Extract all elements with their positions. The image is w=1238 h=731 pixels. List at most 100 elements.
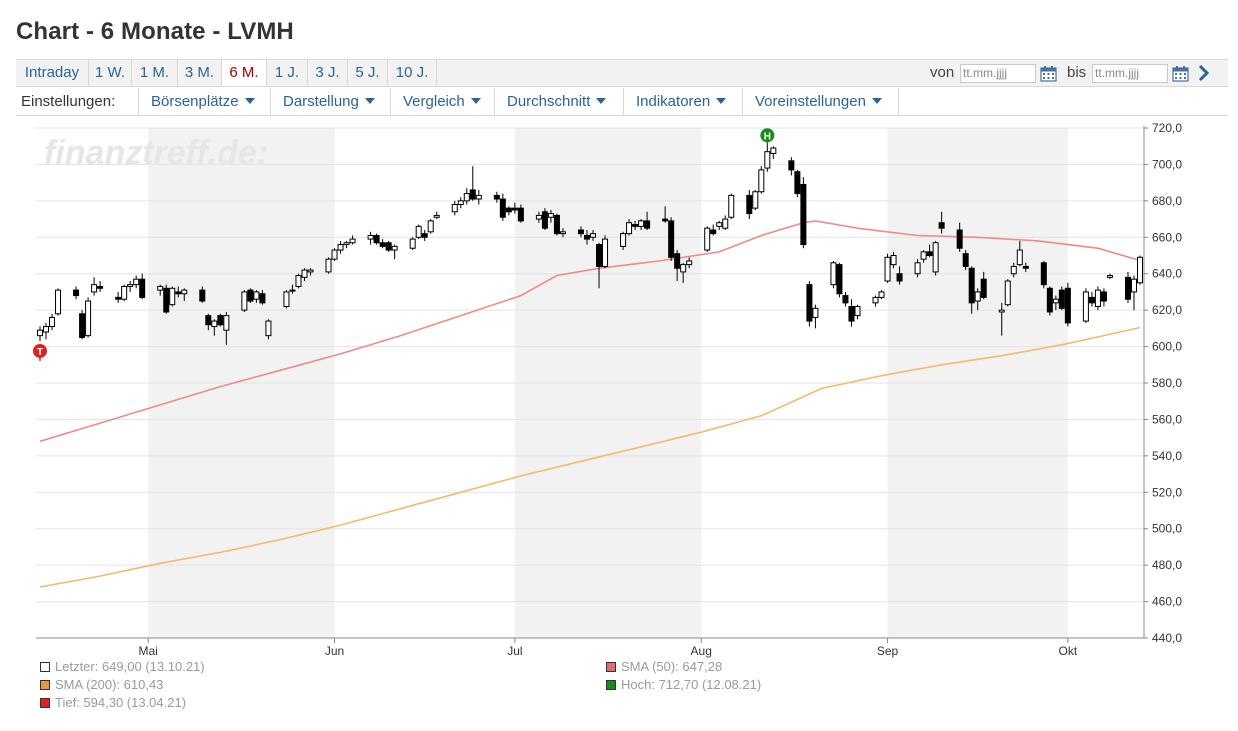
candle-body: [596, 244, 603, 267]
candle-body: [764, 151, 771, 169]
x-tick-label: Jun: [325, 644, 344, 658]
candle-body: [836, 264, 843, 295]
candle-body: [638, 220, 645, 227]
y-tick-label: 560,0: [1152, 412, 1182, 426]
candle-body: [884, 256, 891, 282]
candle-body: [920, 251, 927, 260]
candle-body: [896, 273, 903, 282]
candle-body: [704, 227, 711, 251]
range-tab-6m[interactable]: 6 M.: [222, 60, 267, 86]
candle-body: [463, 193, 470, 202]
candle-body: [157, 285, 164, 291]
candle-body: [127, 284, 134, 287]
candle-body: [686, 260, 693, 266]
candle-body: [349, 238, 356, 244]
candle-body: [367, 234, 374, 240]
candle-body: [878, 291, 885, 298]
calendar-icon[interactable]: [1172, 65, 1189, 82]
candle-body: [517, 207, 524, 222]
candle-body: [1094, 289, 1101, 308]
y-tick-label: 520,0: [1152, 485, 1182, 499]
candle-body: [247, 289, 254, 302]
candle-body: [932, 242, 939, 273]
y-tick-label: 540,0: [1152, 449, 1182, 463]
caret-down-icon: [364, 98, 375, 104]
menu-label: Indikatoren: [636, 93, 711, 110]
range-tab-1w[interactable]: 1 W.: [89, 60, 132, 86]
candle-body: [283, 291, 290, 308]
candle-body: [259, 293, 266, 304]
sma200-line: [39, 326, 1141, 588]
candle-body: [1016, 249, 1023, 266]
menu-darstellung[interactable]: Darstellung: [270, 88, 390, 116]
y-tick-label: 640,0: [1152, 267, 1182, 281]
candle-body: [43, 326, 50, 333]
range-tab-3m[interactable]: 3 M.: [178, 60, 222, 86]
candle-body: [385, 242, 392, 251]
to-date-input[interactable]: tt.mm.jjjj: [1092, 64, 1168, 83]
caret-down-icon: [244, 98, 255, 104]
x-tick-label: Jul: [507, 644, 522, 658]
candle-body: [427, 220, 434, 233]
range-tab-5j[interactable]: 5 J.: [348, 60, 388, 86]
menu-durchschnitt[interactable]: Durchschnitt: [494, 88, 623, 116]
candle-body: [710, 229, 717, 235]
legend-high: Hoch: 712,70 (12.08.21): [606, 677, 761, 692]
y-tick-label: 620,0: [1152, 303, 1182, 317]
calendar-icon[interactable]: [1040, 65, 1057, 82]
menu-boersenplaetze[interactable]: Börsenplätze: [138, 88, 270, 116]
page-title: Chart - 6 Monate - LVMH: [16, 18, 294, 45]
candle-body: [265, 320, 272, 337]
candle-body: [241, 291, 248, 311]
low-marker: [33, 343, 47, 358]
candle-body: [223, 315, 230, 331]
chart-svg: finanztreff.de: 440,0 460,0 480,0 500,0 520,0…: [33, 121, 1182, 658]
legend-text: SMA (50): 647,28: [621, 659, 723, 674]
candle-body: [1088, 296, 1095, 304]
range-tab-3j[interactable]: 3 J.: [308, 60, 348, 86]
sma50-line: [39, 220, 1141, 443]
candle-body: [541, 211, 548, 229]
range-tab-1j[interactable]: 1 J.: [267, 60, 308, 86]
menu-label: Darstellung: [283, 93, 359, 110]
menu-label: Börsenplätze: [151, 93, 239, 110]
candle-body: [758, 169, 765, 193]
menu-voreinstellungen[interactable]: Voreinstellungen: [742, 88, 899, 116]
candle-body: [842, 295, 849, 304]
x-tick-label: Aug: [691, 644, 712, 658]
range-tab-1m[interactable]: 1 M.: [132, 60, 178, 86]
y-tick-label: 480,0: [1152, 558, 1182, 572]
menu-vergleich[interactable]: Vergleich: [390, 88, 494, 116]
settings-label: Einstellungen:: [21, 93, 116, 110]
high-marker-label: H: [764, 131, 771, 142]
candle-body: [121, 285, 128, 300]
candle-body: [848, 306, 855, 322]
candle-body: [457, 200, 464, 205]
candle-body: [79, 313, 86, 338]
legend-last: Letzter: 649,00 (13.10.21): [40, 659, 205, 674]
candle-body: [505, 207, 512, 213]
legend-text: Tief: 594,30 (13.04.21): [55, 695, 187, 710]
candle-body: [794, 171, 801, 195]
candle-body: [433, 214, 440, 218]
candle-body: [680, 264, 687, 273]
candle-body: [205, 315, 212, 326]
candle-body: [139, 278, 146, 298]
candle-body: [199, 289, 206, 302]
legend-sma200: SMA (200): 610,43: [40, 677, 163, 692]
from-date-input[interactable]: tt.mm.jjjj: [960, 64, 1036, 83]
range-tab-intraday[interactable]: Intraday: [16, 60, 89, 86]
from-label: von: [930, 64, 955, 81]
candle-body: [890, 255, 897, 266]
range-tab-10j[interactable]: 10 J.: [388, 60, 437, 86]
menu-indikatoren[interactable]: Indikatoren: [623, 88, 742, 116]
candle-body: [547, 213, 554, 218]
candle-body: [169, 287, 176, 306]
candle-body: [49, 316, 56, 328]
candle-body: [806, 284, 813, 322]
candle-body: [1106, 275, 1113, 278]
menu-label: Vergleich: [403, 93, 465, 110]
y-tick-label: 580,0: [1152, 376, 1182, 390]
candle-body: [716, 222, 723, 227]
chevron-right-icon[interactable]: [1197, 64, 1211, 82]
